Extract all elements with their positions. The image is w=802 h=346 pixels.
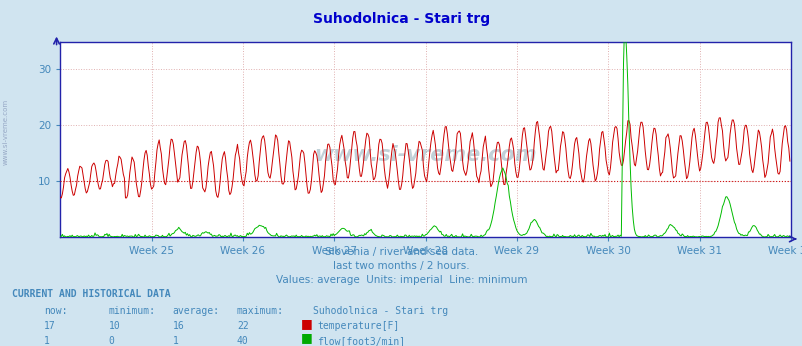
Text: ■: ■ bbox=[301, 317, 313, 330]
Text: maximum:: maximum: bbox=[237, 306, 284, 316]
Text: ■: ■ bbox=[301, 331, 313, 345]
Text: Slovenia / river and sea data.: Slovenia / river and sea data. bbox=[325, 247, 477, 257]
Text: Suhodolnica - Stari trg: Suhodolnica - Stari trg bbox=[313, 12, 489, 26]
Text: temperature[F]: temperature[F] bbox=[317, 321, 399, 331]
Text: now:: now: bbox=[44, 306, 67, 316]
Text: Suhodolnica - Stari trg: Suhodolnica - Stari trg bbox=[313, 306, 448, 316]
Text: 0: 0 bbox=[108, 336, 114, 346]
Text: 17: 17 bbox=[44, 321, 56, 331]
Text: average:: average: bbox=[172, 306, 220, 316]
Text: minimum:: minimum: bbox=[108, 306, 156, 316]
Text: last two months / 2 hours.: last two months / 2 hours. bbox=[333, 261, 469, 271]
Text: 10: 10 bbox=[108, 321, 120, 331]
Text: CURRENT AND HISTORICAL DATA: CURRENT AND HISTORICAL DATA bbox=[12, 289, 171, 299]
Text: 40: 40 bbox=[237, 336, 249, 346]
Text: www.si-vreme.com: www.si-vreme.com bbox=[314, 145, 537, 165]
Text: 22: 22 bbox=[237, 321, 249, 331]
Text: www.si-vreme.com: www.si-vreme.com bbox=[2, 98, 8, 165]
Text: flow[foot3/min]: flow[foot3/min] bbox=[317, 336, 405, 346]
Text: Values: average  Units: imperial  Line: minimum: Values: average Units: imperial Line: mi… bbox=[275, 275, 527, 285]
Text: 16: 16 bbox=[172, 321, 184, 331]
Text: 1: 1 bbox=[172, 336, 178, 346]
Text: 1: 1 bbox=[44, 336, 50, 346]
